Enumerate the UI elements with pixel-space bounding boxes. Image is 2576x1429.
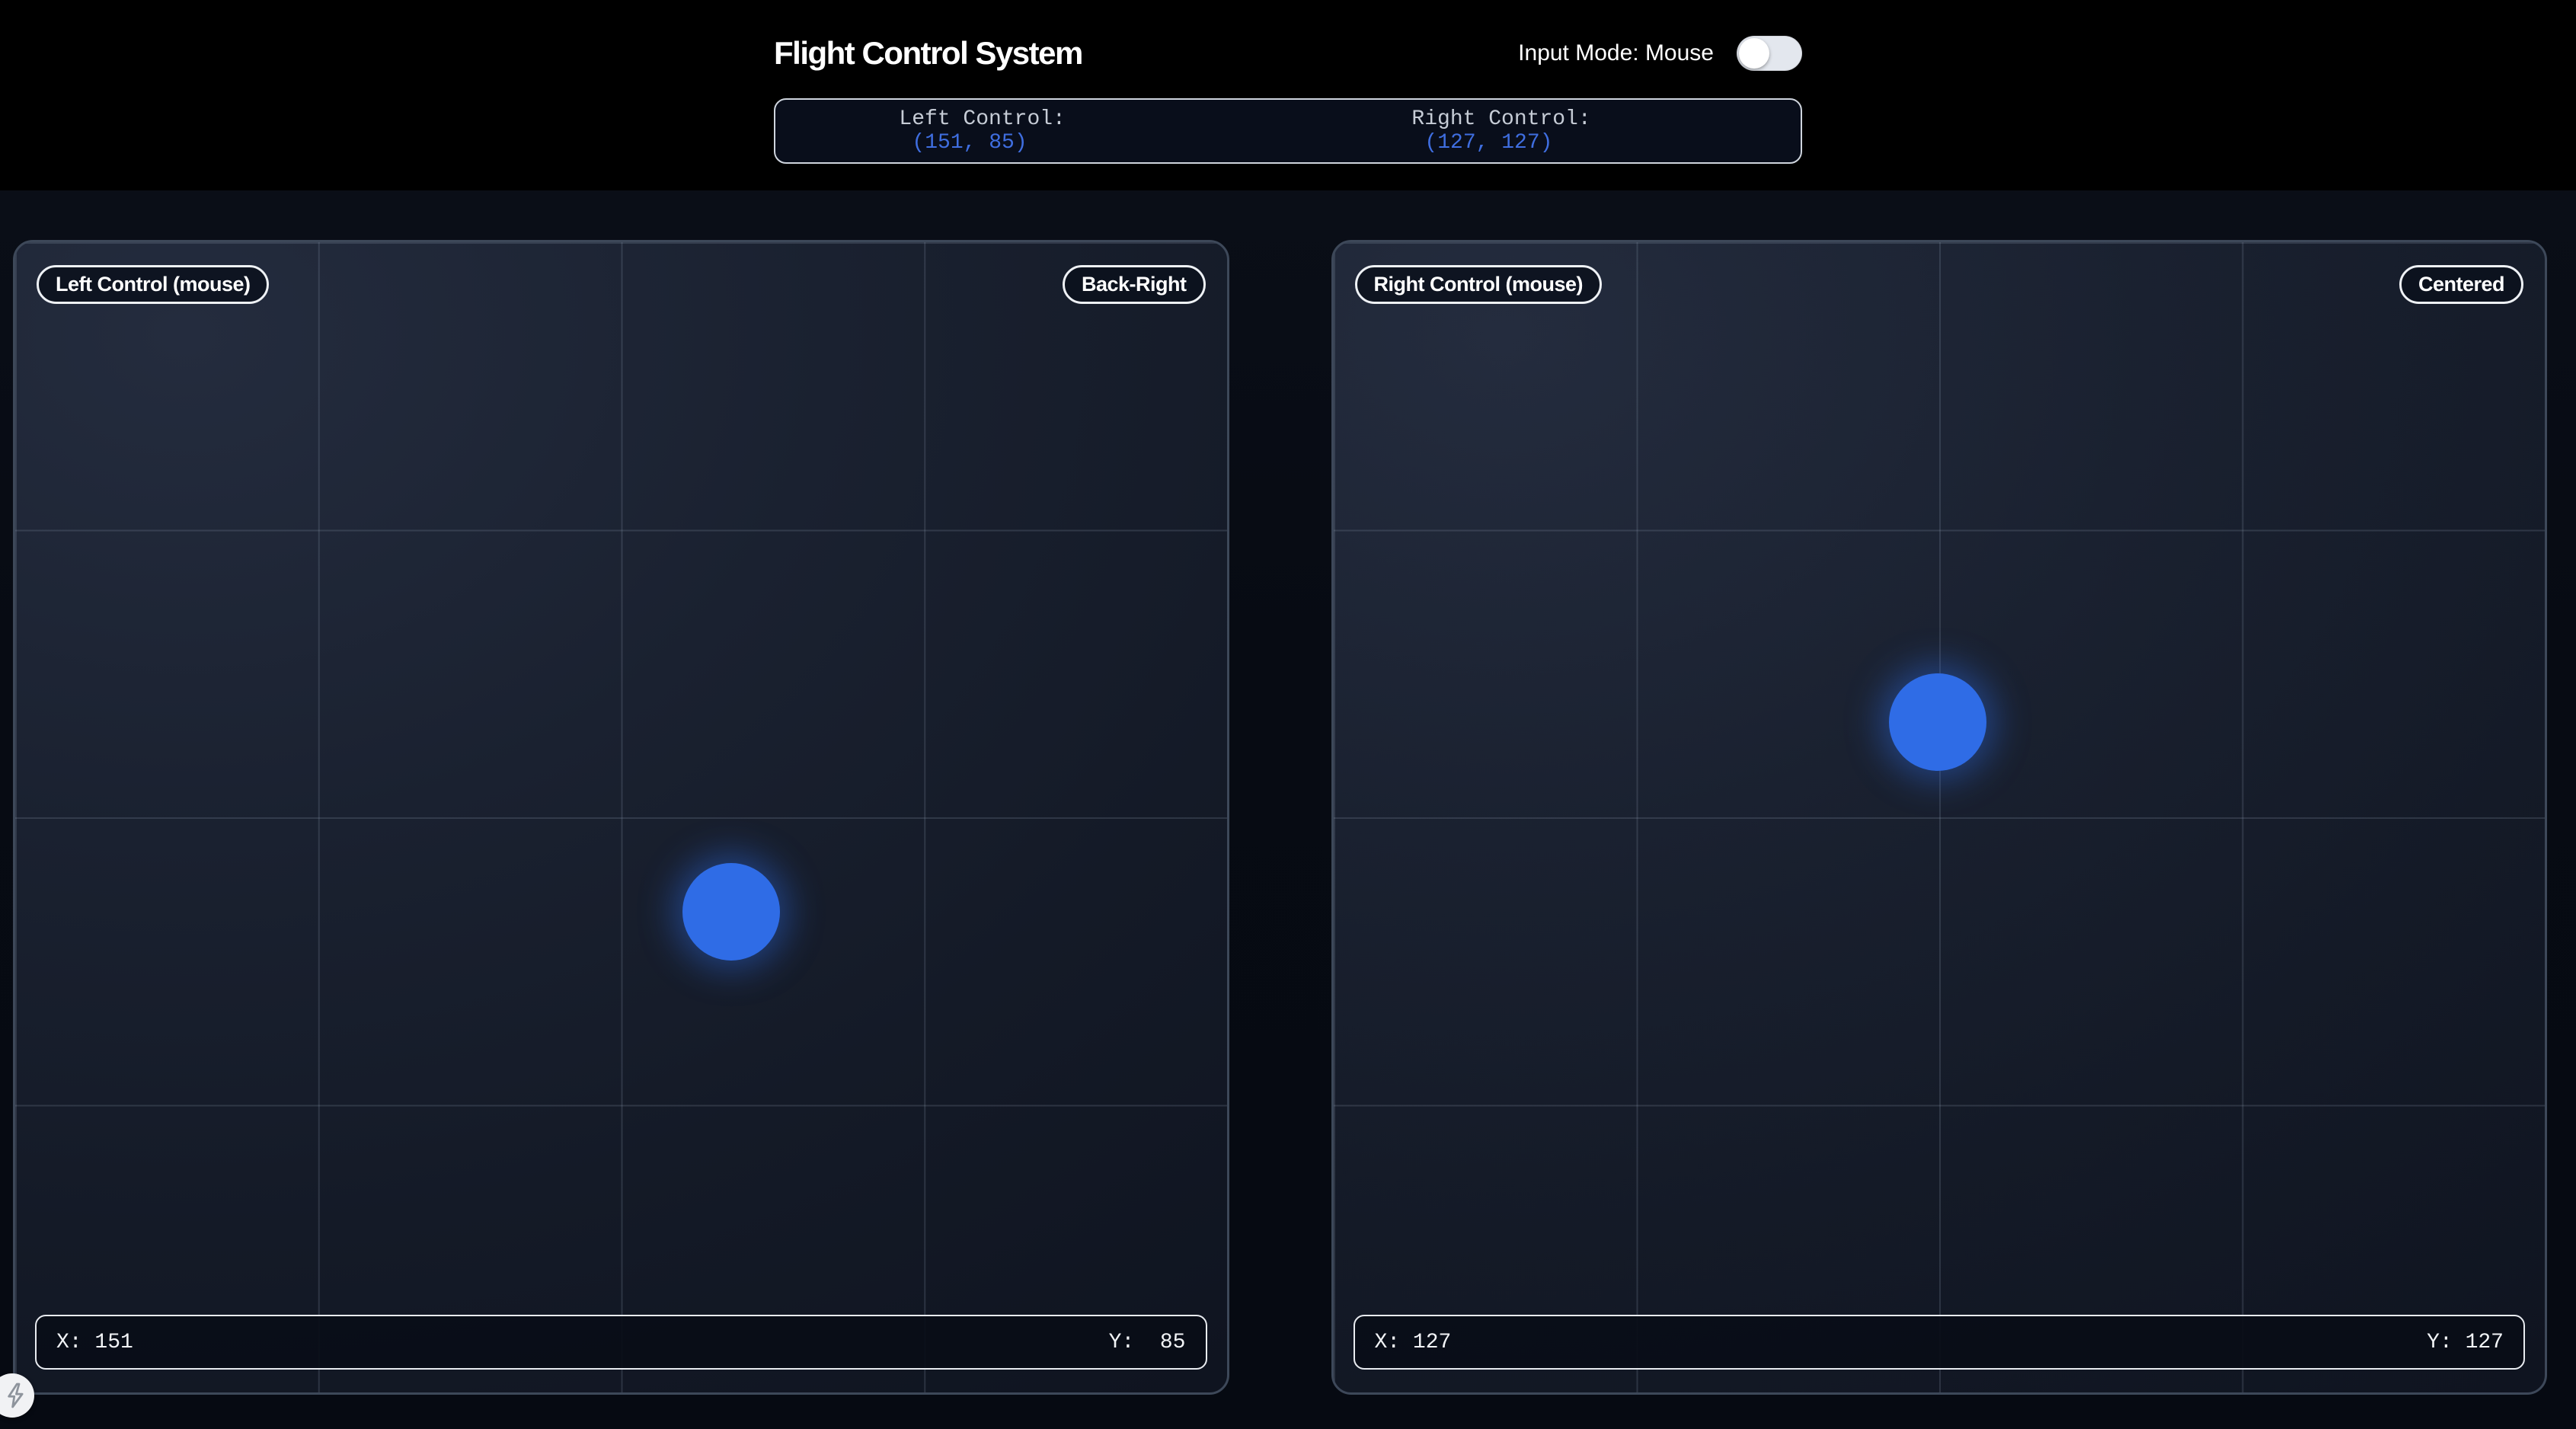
title-row: Flight Control System Input Mode: Mouse xyxy=(774,18,1802,88)
coordinate-readout: X: 127 Y: 127 xyxy=(1353,1315,2525,1370)
right-joystick-pad[interactable]: Right Control (mouse) Centered X: 127 Y:… xyxy=(1331,240,2547,1395)
toggle-knob xyxy=(1739,38,1769,69)
page-title: Flight Control System xyxy=(774,35,1083,71)
left-joystick-knob[interactable] xyxy=(682,862,780,961)
pad-label-badge: Left Control (mouse) xyxy=(37,265,270,304)
lightning-bolt-icon xyxy=(8,1383,24,1408)
right-control-status-label: Right Control: xyxy=(1411,107,1591,131)
left-joystick-pad[interactable]: Left Control (mouse) Back-Right X: 151 Y… xyxy=(13,240,1229,1395)
direction-status-badge: Back-Right xyxy=(1062,265,1206,304)
joystick-pads-container: Left Control (mouse) Back-Right X: 151 Y… xyxy=(0,190,2576,1395)
input-mode-toggle[interactable] xyxy=(1737,36,1802,71)
right-control-status-value: (127, 127) xyxy=(1424,131,1553,155)
input-mode-label: Input Mode: Mouse xyxy=(1518,40,1714,66)
input-mode-group: Input Mode: Mouse xyxy=(1518,36,1802,71)
coordinate-readout: X: 151 Y: 85 xyxy=(35,1315,1207,1370)
y-readout: Y: 127 xyxy=(2427,1330,2504,1354)
control-status-bar: Left Control: (151, 85) Right Control: (… xyxy=(774,98,1802,164)
dev-tools-button[interactable] xyxy=(0,1373,34,1418)
app-header: Flight Control System Input Mode: Mouse … xyxy=(0,0,2576,190)
right-joystick-knob[interactable] xyxy=(1889,673,1987,771)
left-control-status-label: Left Control: xyxy=(899,107,1066,131)
left-control-status: Left Control: (151, 85) xyxy=(775,84,1288,178)
header-content: Flight Control System Input Mode: Mouse … xyxy=(774,0,1802,164)
right-control-status: Right Control: (127, 127) xyxy=(1288,84,1801,178)
direction-status-badge: Centered xyxy=(2399,265,2523,304)
pad-label-badge: Right Control (mouse) xyxy=(1354,265,1602,304)
x-readout: X: 151 xyxy=(56,1330,133,1354)
x-readout: X: 127 xyxy=(1374,1330,1452,1354)
left-control-status-value: (151, 85) xyxy=(912,131,1028,155)
y-readout: Y: 85 xyxy=(1108,1330,1186,1354)
